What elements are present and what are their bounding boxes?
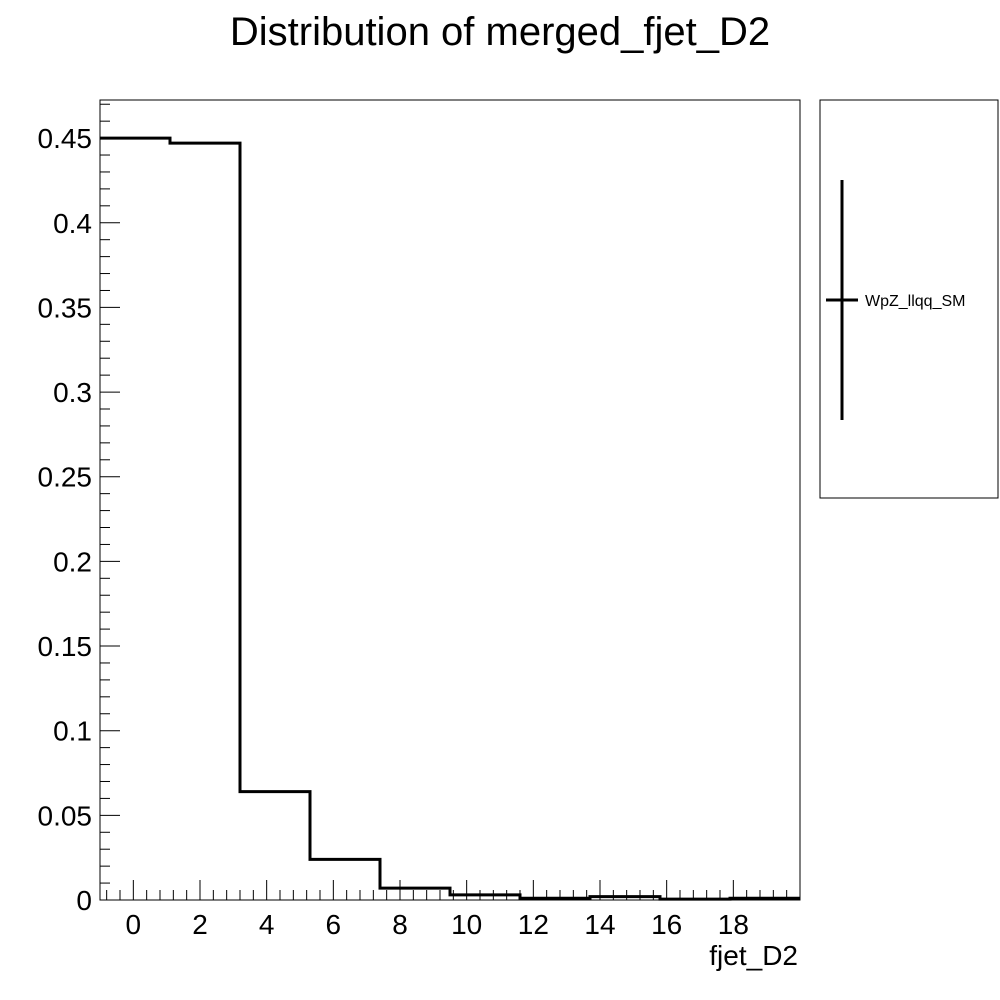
x-tick-label: 18 (718, 909, 749, 940)
y-tick-label: 0.25 (38, 462, 93, 493)
legend-box (819, 99, 999, 499)
x-tick-label: 8 (392, 909, 408, 940)
chart-title: Distribution of merged_fjet_D2 (230, 10, 770, 54)
x-tick-label: 4 (259, 909, 275, 940)
y-tick-label: 0.3 (53, 377, 92, 408)
x-tick-label: 0 (126, 909, 142, 940)
x-tick-label: 12 (518, 909, 549, 940)
y-tick-label: 0.45 (38, 123, 93, 154)
x-tick-label: 6 (326, 909, 342, 940)
y-tick-label: 0.35 (38, 292, 93, 323)
legend: WpZ_llqq_SM (819, 99, 999, 499)
y-tick-label: 0.4 (53, 208, 92, 239)
y-axis-tick-labels: 0 0.05 0.1 0.15 0.2 0.25 0.3 0.35 0.4 0.45 (38, 123, 93, 916)
x-tick-label: 10 (451, 909, 482, 940)
x-axis-tick-labels: 0 2 4 6 8 10 12 14 16 18 (126, 909, 749, 940)
y-tick-label: 0 (76, 885, 92, 916)
x-tick-label: 16 (651, 909, 682, 940)
x-tick-label: 14 (584, 909, 615, 940)
x-axis-label: fjet_D2 (709, 940, 798, 971)
y-tick-label: 0.05 (38, 800, 93, 831)
y-tick-label: 0.2 (53, 546, 92, 577)
histogram-series-line (100, 136, 800, 901)
x-tick-label: 2 (192, 909, 208, 940)
plot-frame (99, 99, 801, 901)
y-axis-ticks (100, 103, 120, 901)
y-tick-label: 0.1 (53, 716, 92, 747)
y-tick-label: 0.15 (38, 631, 93, 662)
x-axis-ticks (106, 880, 801, 900)
legend-entry-label: WpZ_llqq_SM (865, 293, 965, 310)
